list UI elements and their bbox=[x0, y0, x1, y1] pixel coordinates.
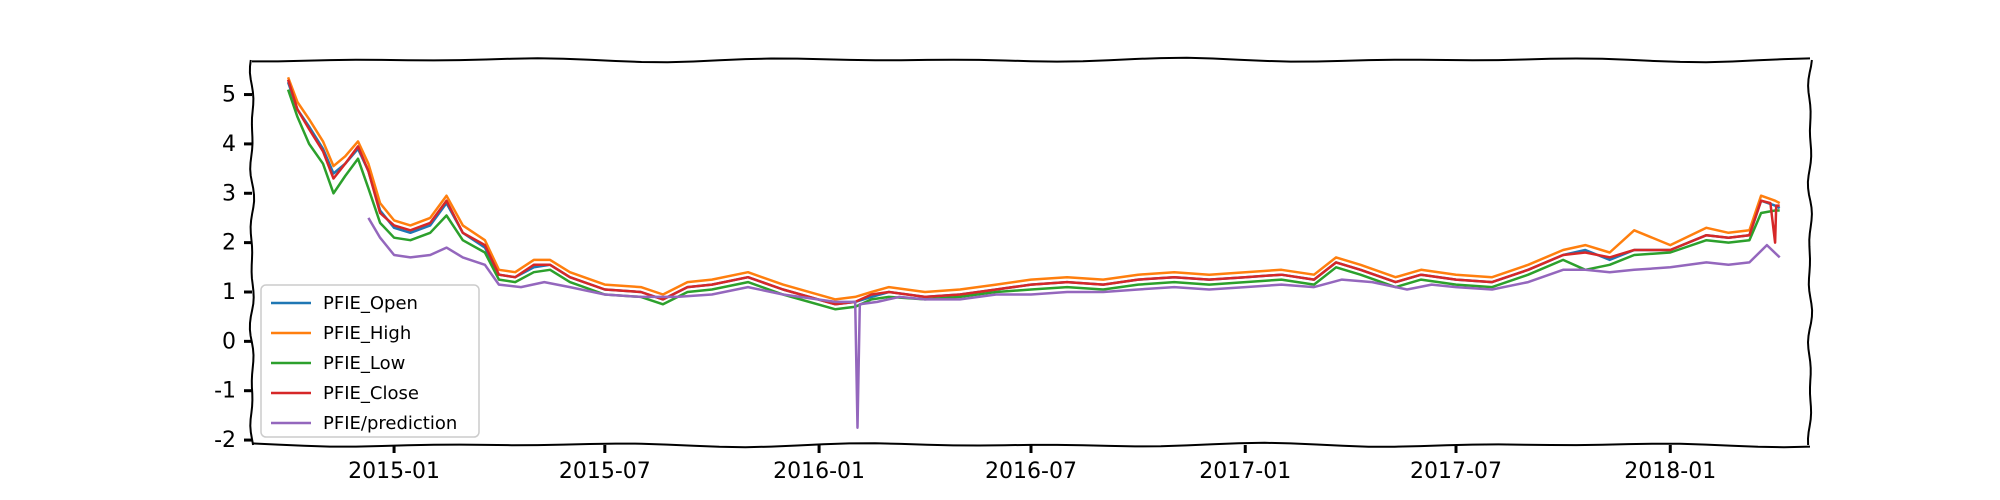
series-line-pfie-high bbox=[286, 76, 1781, 301]
legend-label: PFIE_Close bbox=[323, 383, 419, 404]
series-line-pfie-prediction bbox=[367, 217, 1781, 429]
x-tick-label: 2018-01 bbox=[1624, 459, 1716, 484]
y-tick-label: -1 bbox=[214, 379, 236, 404]
legend-label: PFIE_High bbox=[323, 323, 411, 344]
legend: PFIE_Open PFIE_High PFIE_Low PFIE_Close PFIE… bbox=[260, 284, 480, 438]
plot-border-left bbox=[248, 59, 256, 446]
series-line-pfie-low bbox=[286, 89, 1780, 311]
legend-label: PFIE_Low bbox=[323, 353, 405, 374]
series-line-pfie-close bbox=[286, 79, 1780, 306]
y-tick-label: -2 bbox=[214, 428, 236, 453]
plot-frame bbox=[248, 56, 1814, 449]
x-tick-label: 2017-07 bbox=[1410, 459, 1502, 484]
y-tick-label: 0 bbox=[222, 329, 236, 354]
legend-label: PFIE_Open bbox=[323, 293, 418, 314]
y-tick-label: 1 bbox=[222, 280, 236, 305]
series-layer bbox=[286, 76, 1781, 429]
y-tick-label: 3 bbox=[222, 181, 236, 206]
legend-label: PFIE/prediction bbox=[323, 413, 457, 434]
x-tick-label: 2016-01 bbox=[773, 459, 865, 484]
x-axis: 2015-01 2015-07 2016-01 2016-07 2017-01 2017-… bbox=[348, 445, 1716, 484]
x-tick-label: 2016-07 bbox=[985, 459, 1077, 484]
y-tick-label: 2 bbox=[222, 231, 236, 256]
x-tick-label: 2015-07 bbox=[559, 459, 651, 484]
plot-border-right bbox=[1806, 59, 1814, 446]
plot-border-bottom bbox=[251, 441, 1811, 449]
y-tick-label: 5 bbox=[222, 83, 236, 108]
x-tick-label: 2017-01 bbox=[1199, 459, 1291, 484]
plot-border-top bbox=[252, 56, 1811, 64]
legend-box bbox=[260, 284, 480, 438]
y-axis: 5 4 3 2 1 0 -1 -2 bbox=[214, 83, 252, 453]
y-tick-label: 4 bbox=[222, 132, 236, 157]
x-tick-label: 2015-01 bbox=[348, 459, 440, 484]
